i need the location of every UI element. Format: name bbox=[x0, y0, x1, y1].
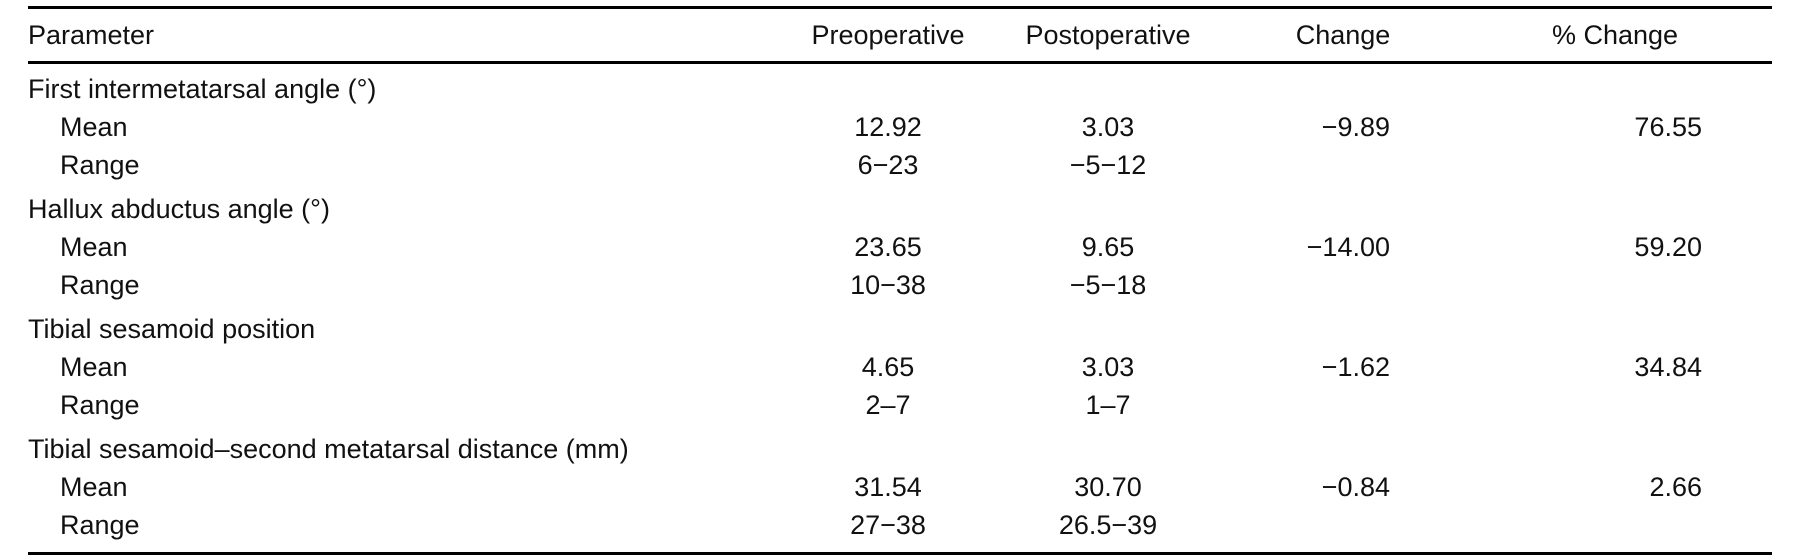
group-title: First intermetatarsal angle (°) bbox=[28, 74, 377, 104]
table-row: Range 27−38 26.5−39 bbox=[28, 506, 1772, 555]
cell-preoperative: 31.54 bbox=[854, 472, 922, 502]
header-row: Parameter Preoperative Postoperative Cha… bbox=[28, 6, 1772, 64]
cell-change bbox=[1228, 506, 1458, 555]
row-label: Mean bbox=[60, 352, 128, 382]
row-label: Mean bbox=[60, 232, 128, 262]
cell-postoperative: 26.5−39 bbox=[988, 506, 1228, 555]
cell-pct-change: 76.55 bbox=[1634, 112, 1702, 142]
header-preoperative: Preoperative bbox=[788, 6, 988, 64]
group-title: Tibial sesamoid–second metatarsal distan… bbox=[28, 434, 629, 464]
table-row: Mean 4.65 3.03 −1.62 34.84 bbox=[28, 348, 1772, 386]
table-body: First intermetatarsal angle (°) Mean 12.… bbox=[28, 63, 1772, 555]
results-table-container: Parameter Preoperative Postoperative Cha… bbox=[28, 6, 1772, 555]
cell-postoperative: 30.70 bbox=[1074, 472, 1142, 502]
table-row: Mean 23.65 9.65 −14.00 59.20 bbox=[28, 228, 1772, 266]
row-label: Range bbox=[28, 506, 788, 555]
cell-preoperative: 27−38 bbox=[788, 506, 988, 555]
row-label: Range bbox=[60, 390, 140, 420]
cell-postoperative: −5−18 bbox=[1069, 270, 1147, 300]
group-row: Tibial sesamoid position bbox=[28, 304, 1772, 348]
table-row: Mean 31.54 30.70 −0.84 2.66 bbox=[28, 468, 1772, 506]
cell-change: −1.62 bbox=[1321, 352, 1390, 382]
cell-postoperative: 3.03 bbox=[1081, 352, 1135, 382]
row-label: Mean bbox=[60, 112, 128, 142]
cell-pct-change bbox=[1458, 146, 1772, 184]
table-row: Range 10−38 −5−18 bbox=[28, 266, 1772, 304]
cell-preoperative: 12.92 bbox=[854, 112, 922, 142]
cell-preoperative: 6−23 bbox=[857, 150, 919, 180]
cell-postoperative: −5−12 bbox=[1069, 150, 1147, 180]
header-change: Change bbox=[1228, 6, 1458, 64]
cell-pct-change bbox=[1458, 266, 1772, 304]
table-row: Mean 12.92 3.03 −9.89 76.55 bbox=[28, 108, 1772, 146]
cell-pct-change: 2.66 bbox=[1649, 472, 1702, 502]
table-header: Parameter Preoperative Postoperative Cha… bbox=[28, 6, 1772, 64]
cell-postoperative: 3.03 bbox=[1081, 112, 1135, 142]
cell-pct-change: 59.20 bbox=[1634, 232, 1702, 262]
cell-change: −0.84 bbox=[1321, 472, 1390, 502]
table-row: Range 6−23 −5−12 bbox=[28, 146, 1772, 184]
table-row: Range 2–7 1–7 bbox=[28, 386, 1772, 424]
cell-pct-change bbox=[1458, 386, 1772, 424]
cell-change bbox=[1228, 266, 1458, 304]
cell-postoperative: 9.65 bbox=[1081, 232, 1135, 262]
cell-preoperative: 10−38 bbox=[850, 270, 926, 300]
group-row: Hallux abductus angle (°) bbox=[28, 184, 1772, 228]
cell-pct-change bbox=[1458, 506, 1772, 555]
row-label: Mean bbox=[60, 472, 128, 502]
group-title: Hallux abductus angle (°) bbox=[28, 194, 330, 224]
cell-change bbox=[1228, 386, 1458, 424]
group-row: Tibial sesamoid–second metatarsal distan… bbox=[28, 424, 1772, 468]
cell-preoperative: 23.65 bbox=[854, 232, 922, 262]
row-label: Range bbox=[60, 270, 140, 300]
cell-change bbox=[1228, 146, 1458, 184]
results-table: Parameter Preoperative Postoperative Cha… bbox=[28, 6, 1772, 555]
cell-postoperative: 1–7 bbox=[1085, 390, 1131, 420]
header-pct-change: % Change bbox=[1458, 6, 1772, 64]
cell-preoperative: 2–7 bbox=[865, 390, 911, 420]
header-parameter: Parameter bbox=[28, 6, 788, 64]
row-label: Range bbox=[60, 150, 140, 180]
cell-change: −9.89 bbox=[1321, 112, 1390, 142]
cell-preoperative: 4.65 bbox=[861, 352, 915, 382]
header-postoperative: Postoperative bbox=[988, 6, 1228, 64]
cell-change: −14.00 bbox=[1306, 232, 1390, 262]
cell-pct-change: 34.84 bbox=[1634, 352, 1702, 382]
group-title: Tibial sesamoid position bbox=[28, 314, 316, 344]
group-row: First intermetatarsal angle (°) bbox=[28, 63, 1772, 109]
